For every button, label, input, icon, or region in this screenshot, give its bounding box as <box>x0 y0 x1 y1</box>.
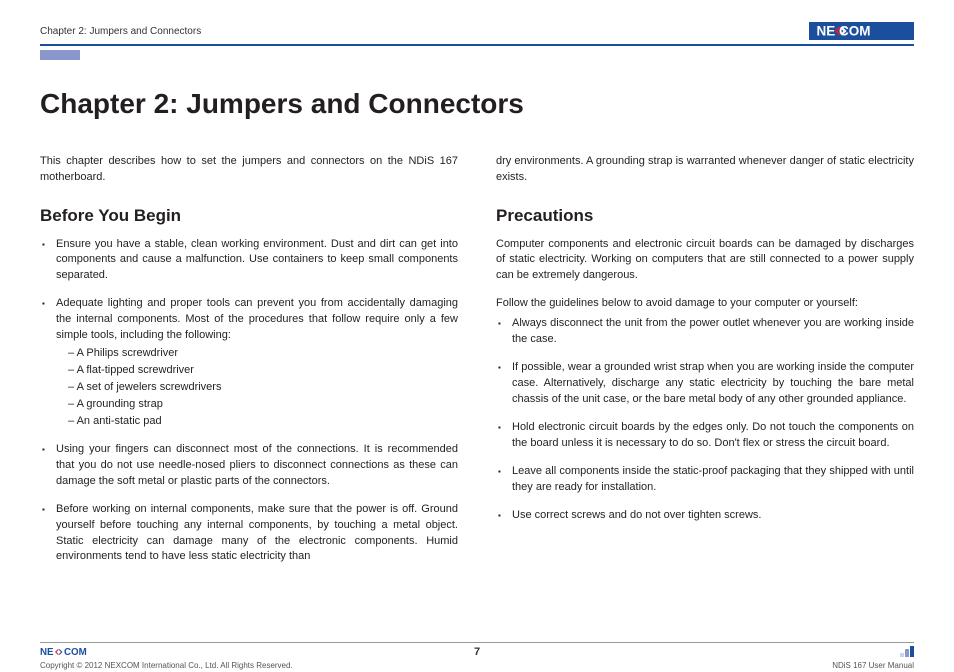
page-number: 7 <box>474 646 480 658</box>
blue-tab-decoration <box>40 50 80 60</box>
bullet-item: If possible, wear a grounded wrist strap… <box>512 360 914 408</box>
doc-name: NDiS 167 User Manual <box>832 661 914 670</box>
footer-right: NDiS 167 User Manual <box>900 646 914 658</box>
tool-item: A flat-tipped screwdriver <box>68 363 458 379</box>
bullet-item: Ensure you have a stable, clean working … <box>56 237 458 285</box>
bullet-item: Use correct screws and do not over tight… <box>512 508 914 524</box>
right-column: dry environments. A grounding strap is w… <box>496 154 914 577</box>
page-footer: NE COM Copyright © 2012 NEXCOM Internati… <box>40 642 914 658</box>
intro-text: This chapter describes how to set the ju… <box>40 154 458 186</box>
svg-text:NE: NE <box>817 24 836 39</box>
svg-text:COM: COM <box>64 647 87 658</box>
bullet-item: Hold electronic circuit boards by the ed… <box>512 420 914 452</box>
bullet-item: Using your fingers can disconnect most o… <box>56 442 458 490</box>
bullet-item: Leave all components inside the static-p… <box>512 464 914 496</box>
guidelines-lead: Follow the guidelines below to avoid dam… <box>496 296 914 312</box>
nexcom-logo: NE COM <box>809 22 914 40</box>
tools-sublist: A Philips screwdriver A flat-tipped scre… <box>56 346 458 430</box>
bullet-item: Always disconnect the unit from the powe… <box>512 316 914 348</box>
guidelines-bullets: Always disconnect the unit from the powe… <box>496 316 914 523</box>
bullet-item: Before working on internal components, m… <box>56 502 458 566</box>
page-header: Chapter 2: Jumpers and Connectors NE COM <box>40 22 914 46</box>
precautions-heading: Precautions <box>496 204 914 229</box>
tool-item: A set of jewelers screwdrivers <box>68 380 458 396</box>
breadcrumb: Chapter 2: Jumpers and Connectors <box>40 26 201 37</box>
nexcom-footer-logo: NE COM <box>40 646 115 658</box>
content-columns: This chapter describes how to set the ju… <box>40 154 914 577</box>
tool-item: An anti-static pad <box>68 414 458 430</box>
copyright-text: Copyright © 2012 NEXCOM International Co… <box>40 661 293 670</box>
chapter-title: Chapter 2: Jumpers and Connectors <box>40 88 914 120</box>
footer-deco-icon <box>900 646 914 658</box>
svg-text:NE: NE <box>40 647 54 658</box>
left-column: This chapter describes how to set the ju… <box>40 154 458 577</box>
before-bullets: Ensure you have a stable, clean working … <box>40 237 458 566</box>
tool-item: A grounding strap <box>68 397 458 413</box>
precautions-intro: Computer components and electronic circu… <box>496 237 914 285</box>
footer-left: NE COM <box>40 646 115 658</box>
before-you-begin-heading: Before You Begin <box>40 204 458 229</box>
bullet-text: Adequate lighting and proper tools can p… <box>56 297 458 341</box>
continued-text: dry environments. A grounding strap is w… <box>496 154 914 186</box>
bullet-item: Adequate lighting and proper tools can p… <box>56 296 458 430</box>
tool-item: A Philips screwdriver <box>68 346 458 362</box>
